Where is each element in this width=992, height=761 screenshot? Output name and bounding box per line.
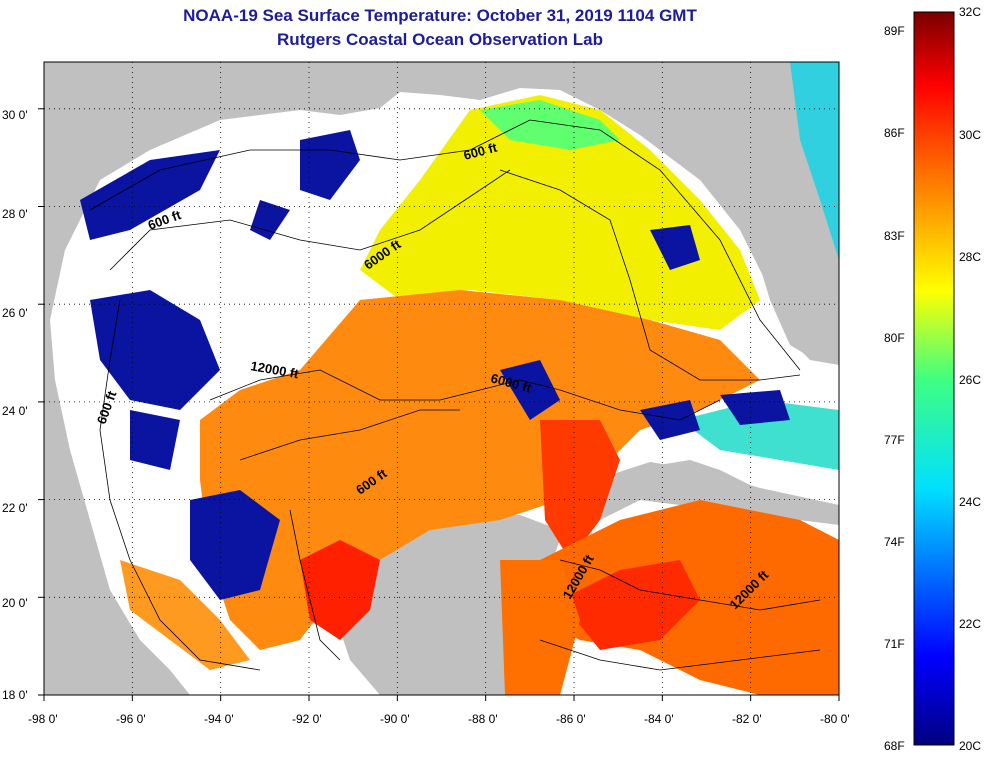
colorbar-f-label: 80F (884, 331, 905, 345)
lon-tick: -94 0' (204, 712, 234, 726)
lon-tick: -86 0' (556, 712, 586, 726)
sst-straits-cyan (680, 400, 839, 470)
lon-tick: -88 0' (468, 712, 498, 726)
colorbar-c-label: 20C (959, 739, 982, 753)
depth-contours (89, 119, 821, 671)
lat-tick: 28 0' (2, 207, 28, 221)
lat-tick: 18 0' (2, 688, 28, 702)
lon-tick: -92 0' (292, 712, 322, 726)
colorbar-c-label: 30C (959, 128, 982, 142)
sst-west-orange (120, 560, 250, 670)
lon-tick: -84 0' (644, 712, 674, 726)
colorbar-f-label: 89F (884, 24, 905, 38)
lon-tick: -98 0' (28, 712, 58, 726)
colorbar-c-label: 26C (959, 373, 982, 387)
map-subtitle: Rutgers Coastal Ocean Observation Lab (277, 30, 603, 49)
sst-northeast-green (480, 100, 620, 150)
colorbar-c-label: 24C (959, 495, 982, 509)
colorbar-c-label: 22C (959, 617, 982, 631)
sst-east-yellow (360, 95, 760, 330)
map-title: NOAA-19 Sea Surface Temperature: October… (183, 6, 697, 25)
sst-atlantic-cyan (790, 62, 839, 260)
map-frame (43, 61, 840, 696)
lat-tick: 22 0' (2, 501, 28, 515)
sst-red-core (540, 420, 620, 560)
cuba (610, 462, 839, 520)
colorbar-f-label: 77F (884, 433, 905, 447)
sst-caribbean-red (560, 560, 700, 650)
cold-cloud-areas (80, 130, 790, 600)
colorbar-c-label: 32C (959, 5, 982, 19)
lon-tick: -82 0' (732, 712, 762, 726)
sst-south-orange (500, 560, 580, 695)
lat-tick: 24 0' (2, 404, 28, 418)
lon-tick: -90 0' (380, 712, 410, 726)
lat-tick: 20 0' (2, 596, 28, 610)
colorbar (913, 11, 955, 746)
axis-ticks (38, 108, 840, 701)
lat-tick: 26 0' (2, 306, 28, 320)
colorbar-f-label: 86F (884, 126, 905, 140)
sst-bay-red (300, 540, 380, 640)
colorbar-f-label: 68F (884, 739, 905, 753)
colorbar-f-label: 83F (884, 229, 905, 243)
lon-tick: -80 0' (820, 712, 850, 726)
colorbar-c-label: 28C (959, 250, 982, 264)
colorbar-f-label: 74F (884, 535, 905, 549)
lat-tick: 30 0' (2, 108, 28, 122)
lon-tick: -96 0' (116, 712, 146, 726)
colorbar-f-label: 71F (884, 637, 905, 651)
